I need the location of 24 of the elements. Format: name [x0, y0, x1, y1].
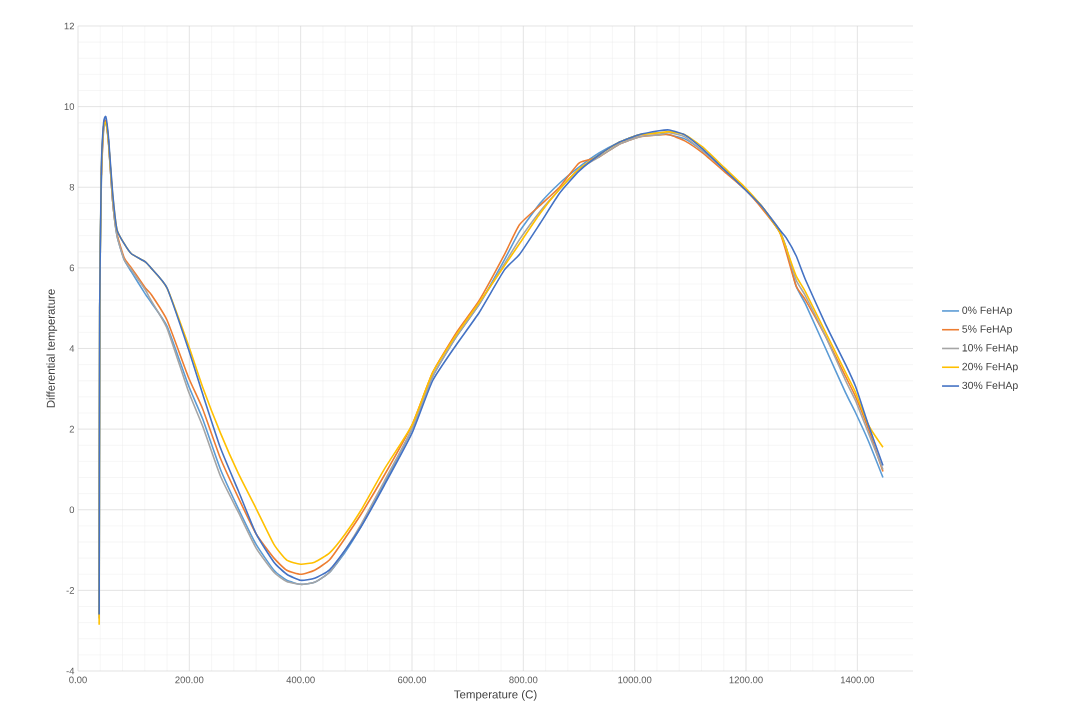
y-axis-title: Differential temperature: [46, 289, 58, 408]
legend-label: 20% FeHAp: [962, 362, 1018, 373]
x-tick-label: 600.00: [398, 676, 427, 684]
y-tick-label: 10: [64, 103, 75, 110]
x-tick-label: 200.00: [175, 676, 204, 684]
x-tick-label: 1400.00: [840, 676, 875, 684]
x-tick-label: 0.00: [69, 676, 87, 684]
x-tick-label: 1000.00: [618, 676, 652, 684]
legend-label: 10% FeHAp: [962, 344, 1018, 354]
x-tick-label: 800.00: [509, 676, 538, 684]
x-tick-label: 400.00: [286, 676, 315, 684]
y-tick-label: 0: [69, 506, 75, 514]
legend-label: 0% FeHAp: [962, 306, 1012, 317]
y-tick-label: -2: [66, 587, 75, 594]
legend-label: 30% FeHAp: [962, 381, 1018, 392]
legend-label: 5% FeHAp: [962, 325, 1012, 335]
y-tick-label: 6: [69, 264, 75, 272]
y-tick-label: 8: [69, 183, 75, 191]
y-tick-label: 4: [69, 345, 75, 352]
y-tick-label: 2: [69, 425, 75, 433]
y-tick-label: 12: [64, 22, 75, 30]
x-tick-label: 1200.00: [729, 676, 763, 684]
x-axis-title: Temperature (C): [454, 690, 537, 701]
y-tick-label: -4: [66, 667, 75, 675]
